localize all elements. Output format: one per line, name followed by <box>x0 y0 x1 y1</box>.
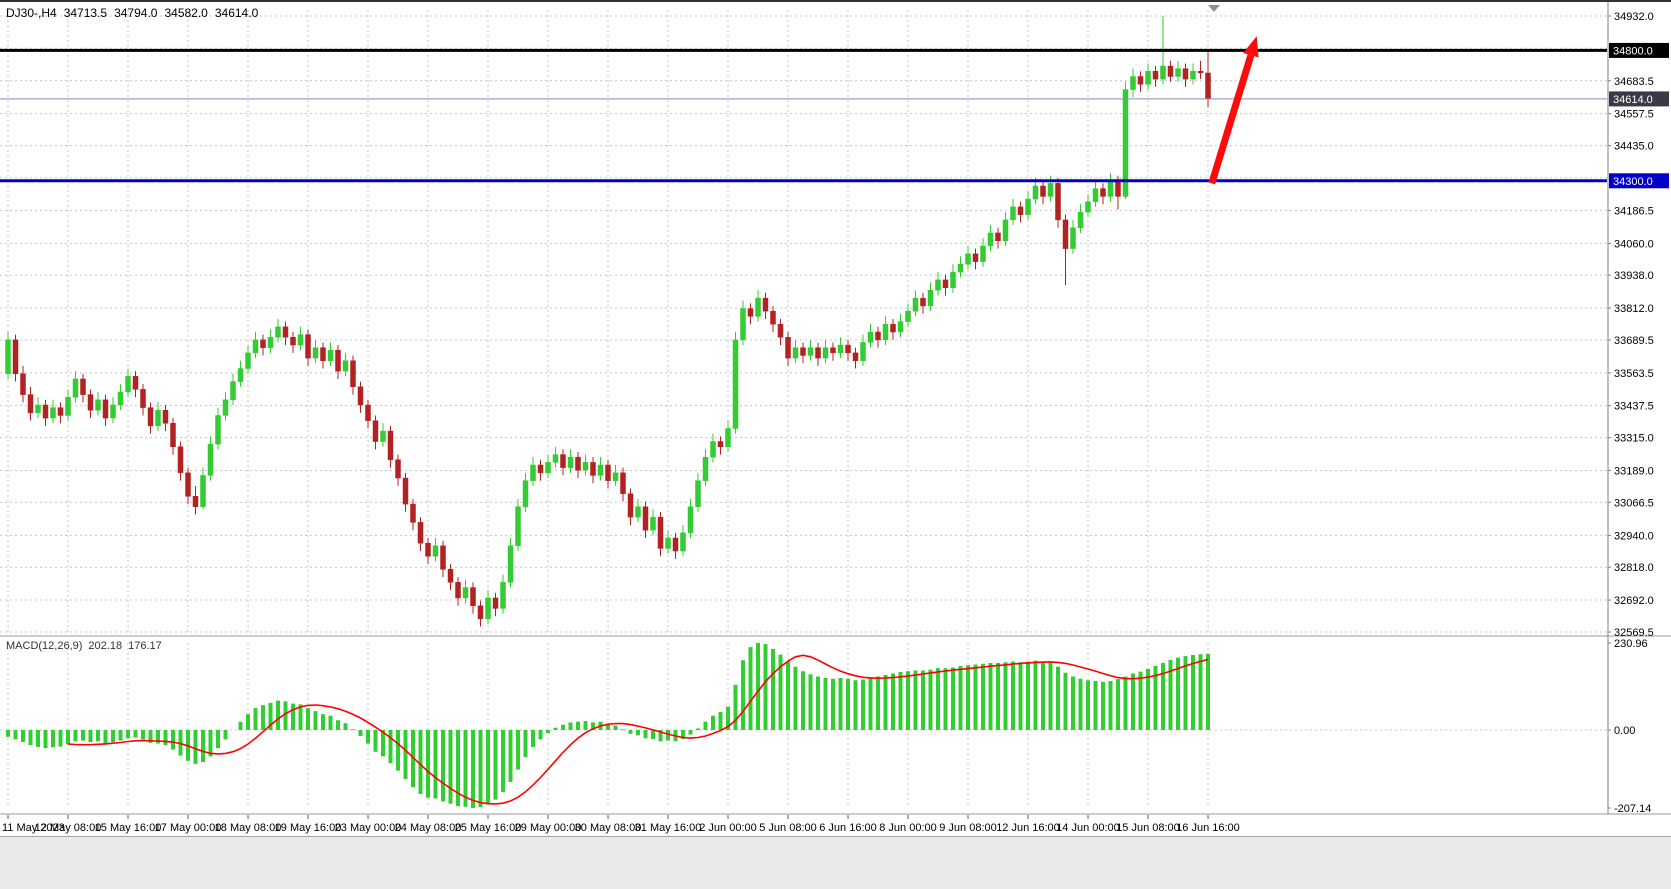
svg-text:32818.0: 32818.0 <box>1614 562 1654 574</box>
svg-text:33437.5: 33437.5 <box>1614 401 1654 413</box>
svg-text:34435.0: 34435.0 <box>1614 141 1654 153</box>
svg-text:34186.5: 34186.5 <box>1614 205 1654 217</box>
svg-text:33066.5: 33066.5 <box>1614 497 1654 509</box>
svg-text:6 Jun 16:00: 6 Jun 16:00 <box>819 822 877 834</box>
svg-text:14 Jun 00:00: 14 Jun 00:00 <box>1056 822 1120 834</box>
svg-text:30 May 08:00: 30 May 08:00 <box>575 822 642 834</box>
window-bottom-strip <box>0 836 1671 889</box>
svg-text:34614.0: 34614.0 <box>1613 94 1653 106</box>
svg-text:230.96: 230.96 <box>1614 638 1648 650</box>
svg-text:2 Jun 00:00: 2 Jun 00:00 <box>699 822 757 834</box>
svg-text:32569.5: 32569.5 <box>1614 627 1654 639</box>
price-axis-labels[interactable]: 34932.0 34683.5 34557.5 34435.0 34186.5 34060… <box>1608 11 1669 639</box>
svg-text:0.00: 0.00 <box>1614 725 1635 737</box>
svg-text:34300.0: 34300.0 <box>1613 176 1653 188</box>
svg-text:5 Jun 08:00: 5 Jun 08:00 <box>759 822 817 834</box>
svg-text:9 Jun 08:00: 9 Jun 08:00 <box>939 822 997 834</box>
macd-histogram <box>6 643 1210 808</box>
macd-signal-line <box>67 654 1209 805</box>
svg-text:33938.0: 33938.0 <box>1614 270 1654 282</box>
svg-text:34557.5: 34557.5 <box>1614 109 1654 121</box>
svg-text:33812.0: 33812.0 <box>1614 303 1654 315</box>
svg-text:12 Jun 16:00: 12 Jun 16:00 <box>996 822 1060 834</box>
chart-shift-marker <box>1208 5 1220 12</box>
svg-text:18 May 08:00: 18 May 08:00 <box>215 822 282 834</box>
svg-text:32940.0: 32940.0 <box>1614 530 1654 542</box>
svg-text:32692.0: 32692.0 <box>1614 595 1654 607</box>
svg-text:24 May 08:00: 24 May 08:00 <box>395 822 462 834</box>
svg-text:-207.14: -207.14 <box>1614 803 1651 815</box>
svg-text:34060.0: 34060.0 <box>1614 238 1654 250</box>
svg-text:34683.5: 34683.5 <box>1614 76 1654 88</box>
svg-text:34800.0: 34800.0 <box>1613 45 1653 57</box>
svg-text:33563.5: 33563.5 <box>1614 368 1654 380</box>
svg-text:8 Jun 00:00: 8 Jun 00:00 <box>879 822 937 834</box>
svg-text:11 May 2023: 11 May 2023 <box>2 822 65 834</box>
svg-text:12 May 08:00: 12 May 08:00 <box>35 822 102 834</box>
svg-text:19 May 16:00: 19 May 16:00 <box>275 822 342 834</box>
svg-text:33315.0: 33315.0 <box>1614 433 1654 445</box>
svg-text:29 May 00:00: 29 May 00:00 <box>515 822 582 834</box>
svg-text:33189.0: 33189.0 <box>1614 465 1654 477</box>
svg-text:23 May 00:00: 23 May 00:00 <box>335 822 402 834</box>
svg-text:15 Jun 08:00: 15 Jun 08:00 <box>1116 822 1180 834</box>
price-chart[interactable]: 34932.0 34683.5 34557.5 34435.0 34186.5 34060… <box>0 2 1671 836</box>
svg-text:31 May 16:00: 31 May 16:00 <box>635 822 702 834</box>
svg-text:15 May 16:00: 15 May 16:00 <box>95 822 162 834</box>
svg-text:33689.5: 33689.5 <box>1614 335 1654 347</box>
svg-text:34932.0: 34932.0 <box>1614 11 1654 23</box>
chart-svg[interactable]: 34932.0 34683.5 34557.5 34435.0 34186.5 34060… <box>0 2 1671 836</box>
svg-text:16 Jun 16:00: 16 Jun 16:00 <box>1176 822 1240 834</box>
candlestick-series <box>5 16 1211 627</box>
trend-arrow[interactable] <box>1208 36 1259 185</box>
macd-axis-labels[interactable]: 230.96 0.00 -207.14 <box>1608 638 1651 815</box>
svg-text:17 May 00:00: 17 May 00:00 <box>155 822 222 834</box>
svg-text:25 May 16:00: 25 May 16:00 <box>455 822 522 834</box>
